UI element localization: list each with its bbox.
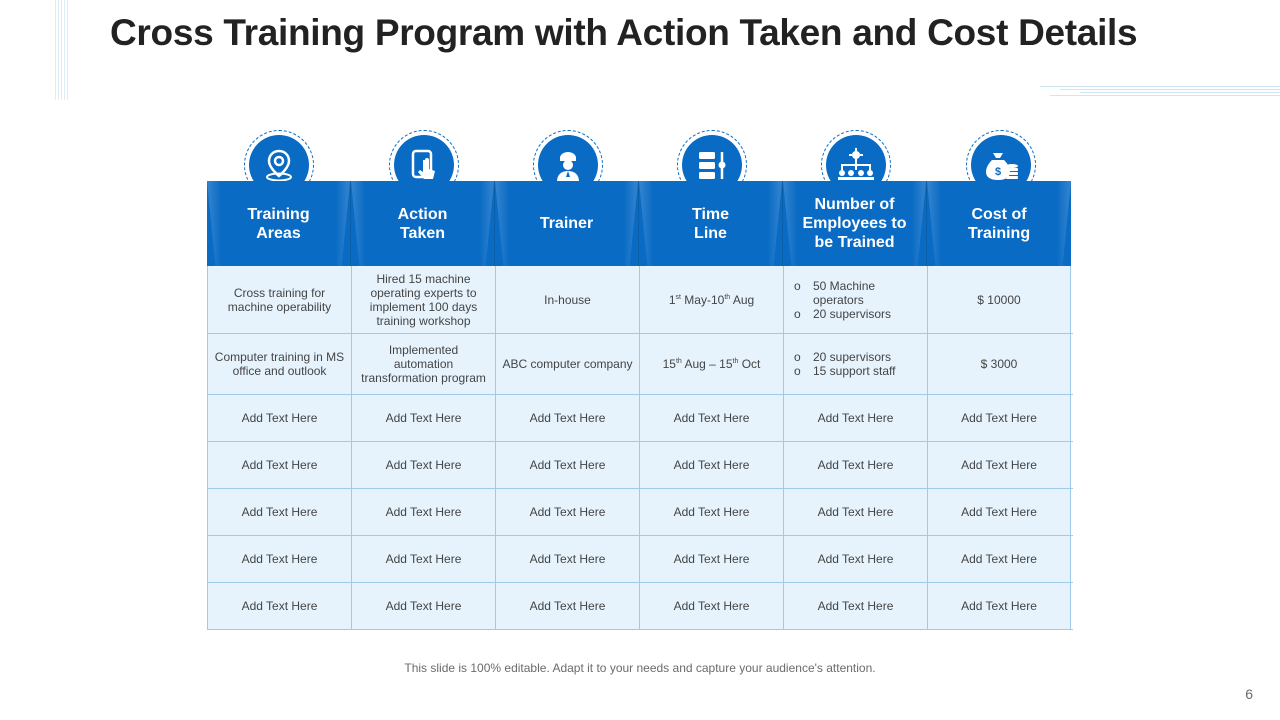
- cell-placeholder: Add Text Here: [207, 583, 351, 629]
- footer-note: This slide is 100% editable. Adapt it to…: [404, 661, 876, 675]
- cell-placeholder: Add Text Here: [495, 536, 639, 582]
- table-row: Cross training for machine operability H…: [207, 266, 1073, 334]
- cell-placeholder: Add Text Here: [927, 442, 1071, 488]
- table-row: Add Text Here Add Text Here Add Text Her…: [207, 583, 1073, 630]
- cell-placeholder: Add Text Here: [207, 442, 351, 488]
- table-header-row: Training Areas Action Taken Trainer Time Li…: [207, 181, 1073, 266]
- cell-placeholder: Add Text Here: [783, 583, 927, 629]
- cell-placeholder: Add Text Here: [351, 536, 495, 582]
- table-row: Add Text Here Add Text Here Add Text Her…: [207, 536, 1073, 583]
- cell-employees: o 20 supervisors o 15 support staff: [783, 334, 927, 394]
- cell-placeholder: Add Text Here: [207, 489, 351, 535]
- cell-placeholder: Add Text Here: [783, 395, 927, 441]
- table-row: Add Text Here Add Text Here Add Text Her…: [207, 442, 1073, 489]
- cell-placeholder: Add Text Here: [927, 536, 1071, 582]
- svg-text:$: $: [995, 166, 1001, 178]
- cell-placeholder: Add Text Here: [207, 536, 351, 582]
- decorative-lines-right: [1040, 86, 1280, 100]
- cell-placeholder: Add Text Here: [927, 583, 1071, 629]
- cell-placeholder: Add Text Here: [639, 583, 783, 629]
- cell-placeholder: Add Text Here: [639, 442, 783, 488]
- list-item: o 15 support staff: [794, 364, 896, 378]
- cell-placeholder: Add Text Here: [207, 395, 351, 441]
- cell-placeholder: Add Text Here: [495, 395, 639, 441]
- cell-placeholder: Add Text Here: [639, 395, 783, 441]
- cell-cost: $ 3000: [927, 334, 1071, 394]
- cell-training-area: Computer training in MS office and outlo…: [207, 334, 351, 394]
- cell-placeholder: Add Text Here: [351, 489, 495, 535]
- header-cost-of-training: Cost of Training: [927, 181, 1071, 266]
- list-item: o 20 supervisors: [794, 350, 892, 364]
- cell-training-area: Cross training for machine operability: [207, 266, 351, 333]
- cell-cost: $ 10000: [927, 266, 1071, 333]
- header-number-of-employees: Number of Employees to be Trained: [783, 181, 927, 266]
- cell-employees: o 50 Machine operators o 20 supervisors: [783, 266, 927, 333]
- page-number: 6: [1245, 686, 1253, 702]
- table-row: Add Text Here Add Text Here Add Text Her…: [207, 395, 1073, 442]
- cell-placeholder: Add Text Here: [639, 489, 783, 535]
- header-action-taken: Action Taken: [351, 181, 495, 266]
- cell-placeholder: Add Text Here: [639, 536, 783, 582]
- cell-placeholder: Add Text Here: [495, 583, 639, 629]
- table-row: Computer training in MS office and outlo…: [207, 334, 1073, 395]
- cell-placeholder: Add Text Here: [927, 395, 1071, 441]
- cell-trainer: In-house: [495, 266, 639, 333]
- cell-action-taken: Hired 15 machine operating experts to im…: [351, 266, 495, 333]
- cell-placeholder: Add Text Here: [783, 536, 927, 582]
- table-row: Add Text Here Add Text Here Add Text Her…: [207, 489, 1073, 536]
- cell-trainer: ABC computer company: [495, 334, 639, 394]
- training-table: Training Areas Action Taken Trainer Time Li…: [207, 181, 1073, 630]
- cell-placeholder: Add Text Here: [927, 489, 1071, 535]
- list-item: o 50 Machine operators: [794, 278, 876, 307]
- header-training-areas: Training Areas: [207, 181, 351, 266]
- cell-action-taken: Implemented automation transformation pr…: [351, 334, 495, 394]
- cell-placeholder: Add Text Here: [495, 442, 639, 488]
- cell-time-line: 1st May-10th Aug: [639, 266, 783, 333]
- decorative-lines-left: [55, 0, 71, 100]
- list-item: o 20 supervisors: [794, 306, 892, 321]
- cell-placeholder: Add Text Here: [351, 583, 495, 629]
- cell-time-line: 15th Aug – 15th Oct: [639, 334, 783, 394]
- cell-placeholder: Add Text Here: [495, 489, 639, 535]
- cell-placeholder: Add Text Here: [351, 395, 495, 441]
- cell-placeholder: Add Text Here: [351, 442, 495, 488]
- header-time-line: Time Line: [639, 181, 783, 266]
- cell-placeholder: Add Text Here: [783, 442, 927, 488]
- slide-title: Cross Training Program with Action Taken…: [110, 12, 1138, 53]
- header-trainer: Trainer: [495, 181, 639, 266]
- cell-placeholder: Add Text Here: [783, 489, 927, 535]
